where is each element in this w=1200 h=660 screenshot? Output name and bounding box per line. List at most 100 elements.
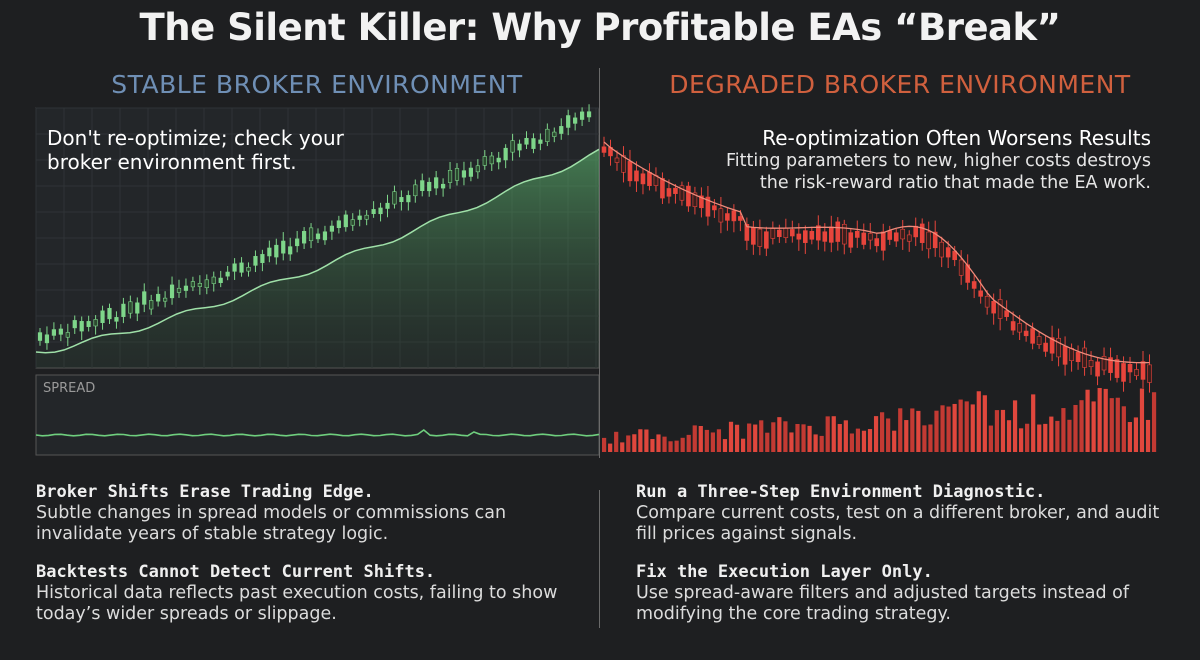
candle [301, 231, 307, 244]
candle [757, 228, 763, 247]
candle [489, 155, 494, 165]
candle [1127, 363, 1133, 373]
candle [1147, 364, 1152, 383]
spread-bar [662, 436, 667, 452]
spread-panel-frame [35, 374, 600, 456]
spread-bar [825, 416, 830, 452]
spread-bar [898, 408, 903, 452]
candle [427, 181, 432, 192]
candle [803, 230, 808, 243]
spread-bar [771, 422, 776, 452]
spread-bar [1031, 394, 1036, 452]
candle [874, 238, 880, 247]
candle [142, 291, 147, 305]
spread-bar [638, 429, 643, 452]
block-title: Run a Three-Step Environment Diagnostic. [636, 482, 1046, 502]
candle [621, 155, 626, 173]
candle [770, 228, 776, 239]
candle [169, 284, 175, 299]
spread-bar [1067, 419, 1072, 452]
candle [308, 227, 314, 242]
candle [399, 197, 404, 203]
stable-note: Don't re-optimize; check your broker env… [47, 126, 344, 174]
candle [725, 213, 730, 221]
candle [828, 226, 834, 243]
broker-shifts-block: Broker Shifts Erase Trading Edge. Subtle… [36, 482, 576, 545]
spread-bar [704, 429, 709, 452]
candle [586, 111, 592, 118]
candle [447, 169, 453, 183]
spread-bar [644, 429, 649, 452]
candle [552, 131, 557, 137]
candle [822, 231, 828, 242]
candle [893, 232, 899, 242]
spread-bar [632, 434, 637, 452]
candle [809, 231, 815, 240]
candle [163, 297, 168, 302]
candle [190, 281, 196, 288]
candle [121, 303, 126, 317]
candle [1036, 336, 1042, 345]
candle [295, 238, 300, 247]
candle [86, 321, 91, 327]
candle [932, 231, 938, 249]
spread-label: SPREAD [43, 381, 96, 396]
spread-bar [741, 438, 746, 452]
candle [614, 157, 620, 163]
spread-bar [843, 420, 848, 452]
spread-bar [1109, 398, 1114, 452]
candle [731, 210, 737, 222]
candle [503, 147, 508, 161]
spread-bar [1079, 400, 1084, 452]
stable-trend-line [35, 148, 600, 354]
spread-bar [698, 425, 703, 452]
candle [699, 195, 704, 209]
candle [434, 177, 439, 189]
spread-bar [994, 410, 1000, 452]
degraded-environment-heading: DEGRADED BROKER ENVIRONMENT [669, 70, 1131, 99]
spread-bar [904, 420, 909, 452]
spread-bar [946, 406, 951, 452]
spread-bar [626, 435, 631, 452]
candle [559, 126, 564, 134]
block-body: Use spread-aware filters and adjusted ta… [636, 583, 1130, 624]
candle [601, 146, 607, 153]
candle [712, 205, 717, 211]
candle [848, 232, 854, 248]
candle [343, 214, 348, 228]
spread-bar [892, 430, 897, 452]
spread-bar [656, 434, 661, 452]
candle [1023, 330, 1029, 337]
spread-bar [1000, 409, 1006, 452]
spread-bar [940, 405, 945, 452]
spread-bar [873, 416, 879, 452]
spread-bar [680, 437, 685, 452]
spread-bar [710, 432, 715, 452]
spread-bar [1151, 392, 1157, 452]
candle [218, 277, 223, 284]
spread-bar [728, 421, 734, 452]
candle [900, 228, 906, 240]
candle [281, 240, 286, 254]
candle [468, 167, 474, 177]
spread-bar [988, 425, 993, 452]
page-title: The Silent Killer: Why Profitable EAs “B… [139, 6, 1061, 49]
spread-bar [886, 418, 891, 452]
spread-bar [1073, 404, 1078, 452]
spread-bar [819, 435, 824, 452]
spread-bar [692, 425, 697, 452]
candle [1062, 345, 1068, 365]
degraded-note-body: Fitting parameters to new, higher costs … [725, 151, 1151, 193]
spread-bar [1019, 428, 1024, 452]
candle [738, 216, 743, 221]
candle [634, 170, 639, 182]
candle [211, 276, 216, 284]
candle [573, 117, 578, 124]
spread-bar [934, 410, 939, 452]
candle [37, 332, 43, 341]
spread-bar [867, 429, 873, 452]
spread-bar [807, 425, 812, 452]
candle [496, 157, 501, 163]
spread-bar [849, 433, 854, 452]
